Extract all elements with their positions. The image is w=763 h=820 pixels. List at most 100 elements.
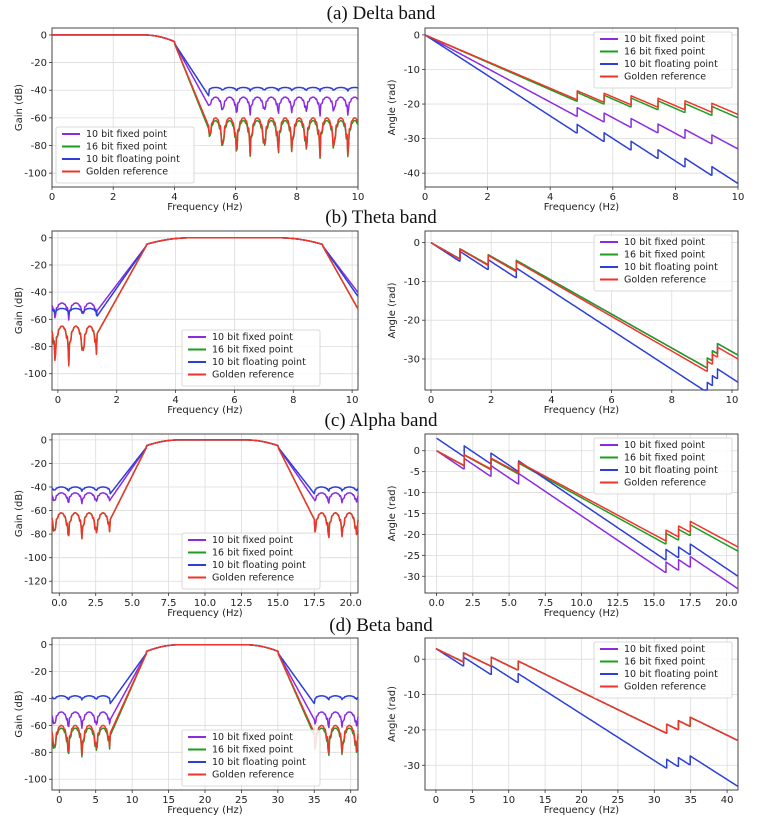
legend-entry: 10 bit floating point [624, 59, 718, 70]
y-tick-label: -80 [31, 748, 47, 759]
x-tick-label: 10 [726, 395, 739, 406]
y-tick-label: -10 [404, 65, 420, 76]
y-tick-label: -10 [404, 488, 420, 499]
gain-series-line [51, 34, 359, 159]
legend-entry: 10 bit fixed point [624, 34, 705, 45]
y-tick-label: -100 [24, 775, 47, 786]
x-tick-label: 5.0 [501, 598, 517, 609]
x-tick-label: 8 [290, 395, 296, 406]
x-tick-label: 2.5 [88, 598, 104, 609]
legend-entry: Golden reference [624, 478, 706, 489]
x-tick-label: 10.0 [194, 598, 216, 609]
y-tick-label: 0 [41, 233, 47, 244]
theta-phase-axes: 0 2 4 6 8 10 0 -10 -20 -30 Frequency (Hz) Angle (ra… [387, 230, 739, 416]
legend-box [593, 234, 733, 292]
x-tick-label: 10 [352, 192, 365, 203]
gain-series-line [51, 237, 359, 317]
y-axis-label: Angle (rad) [387, 686, 398, 742]
phase-series-line [435, 647, 739, 742]
x-tick-label: 2 [484, 192, 490, 203]
x-tick-label: 15 [539, 795, 552, 806]
delta-mag-axes: 0 2 4 6 8 10 0 -20 -40 -60 -80 -100 Frequency (Hz) Ga… [14, 27, 365, 213]
legend-entry: 10 bit fixed point [212, 535, 293, 546]
y-tick-label: -30 [404, 134, 420, 145]
legend-entry: 10 bit floating point [212, 560, 306, 571]
x-tick-label: 4 [172, 395, 178, 406]
legend-entry: Golden reference [624, 72, 706, 83]
phase-series-line [436, 450, 739, 590]
legend-entry: 10 bit fixed point [212, 732, 293, 743]
legend-entry: 10 bit floating point [624, 465, 718, 476]
y-tick-label: -10 [404, 690, 420, 701]
legend-entry: 10 bit fixed point [86, 129, 167, 140]
legend-entry: 10 bit floating point [624, 262, 718, 273]
gain-series-line [51, 439, 359, 540]
plot-frame [424, 637, 739, 791]
x-tick-label: 6 [608, 395, 614, 406]
x-tick-label: 30 [271, 795, 284, 806]
legend-entry: 16 bit fixed point [624, 47, 705, 58]
x-tick-label: 5 [469, 795, 475, 806]
x-axis-label: Frequency (Hz) [167, 405, 243, 416]
y-tick-label: 0 [414, 446, 420, 457]
x-tick-label: 40 [344, 795, 357, 806]
y-tick-label: -20 [31, 459, 47, 470]
y-tick-label: -60 [31, 315, 47, 326]
x-tick-label: 35 [308, 795, 321, 806]
plot-frame [51, 637, 359, 791]
x-tick-label: 8 [672, 192, 678, 203]
x-axis-label: Frequency (Hz) [544, 202, 620, 213]
y-tick-label: -80 [31, 342, 47, 353]
y-tick-label: -40 [31, 694, 47, 705]
y-tick-label: 0 [414, 30, 420, 41]
x-tick-label: 2 [114, 395, 120, 406]
x-tick-label: 4 [171, 192, 177, 203]
x-tick-label: 30 [648, 795, 661, 806]
x-tick-label: 0 [428, 395, 434, 406]
y-tick-label: 0 [414, 238, 420, 249]
legend-entry: 16 bit fixed point [212, 548, 293, 559]
y-tick-label: -60 [31, 113, 47, 124]
x-tick-label: 6 [232, 192, 238, 203]
y-tick-label: 0 [41, 435, 47, 446]
x-tick-label: 25 [235, 795, 248, 806]
y-tick-label: -20 [404, 530, 420, 541]
x-tick-label: 0 [422, 192, 428, 203]
legend-entry: 16 bit fixed point [212, 745, 293, 756]
y-tick-label: -20 [31, 260, 47, 271]
x-axis-label: Frequency (Hz) [544, 405, 620, 416]
y-tick-label: -100 [24, 369, 47, 380]
x-tick-label: 12.5 [607, 598, 629, 609]
y-tick-label: -20 [31, 667, 47, 678]
y-tick-label: -30 [404, 572, 420, 583]
y-tick-label: -20 [404, 316, 420, 327]
plot-frame [424, 433, 739, 594]
phase-series-line [424, 34, 739, 185]
x-tick-label: 35 [684, 795, 697, 806]
y-tick-label: -80 [31, 530, 47, 541]
y-tick-label: 0 [414, 655, 420, 666]
plot-frame [424, 230, 739, 391]
beta-mag-axes: 0 5 10 15 20 25 30 35 40 0 -20 -40 -60 -80 -100 Frequen… [14, 637, 359, 816]
legend-entry: 10 bit fixed point [624, 440, 705, 451]
alpha-phase-axes: 0.0 2.5 5.0 7.5 10.0 12.5 15.0 17.5 20.0 0 -5 -10 -1… [387, 433, 739, 619]
delta-phase-axes: 0 2 4 6 8 10 0 -10 -20 -30 -40 Frequency (Hz) Angle … [387, 27, 744, 213]
x-axis-label: Frequency (Hz) [167, 608, 243, 619]
legend-entry: 16 bit fixed point [624, 250, 705, 261]
y-tick-label: -15 [404, 509, 420, 520]
x-axis-label: Frequency (Hz) [544, 608, 620, 619]
legend-box [593, 31, 733, 89]
x-tick-label: 8 [669, 395, 675, 406]
legend-entry: 10 bit fixed point [624, 644, 705, 655]
legend-entry: 16 bit fixed point [212, 345, 293, 356]
legend-entry: 10 bit floating point [86, 154, 180, 165]
x-tick-label: 0 [433, 795, 439, 806]
theta-mag-axes: 0 2 4 6 8 10 0 -20 -40 -60 -80 -100 Frequency (Hz) Ga… [14, 230, 359, 416]
y-tick-label: 0 [41, 30, 47, 41]
x-tick-label: 4 [548, 395, 554, 406]
y-axis-label: Angle (rad) [387, 282, 398, 338]
